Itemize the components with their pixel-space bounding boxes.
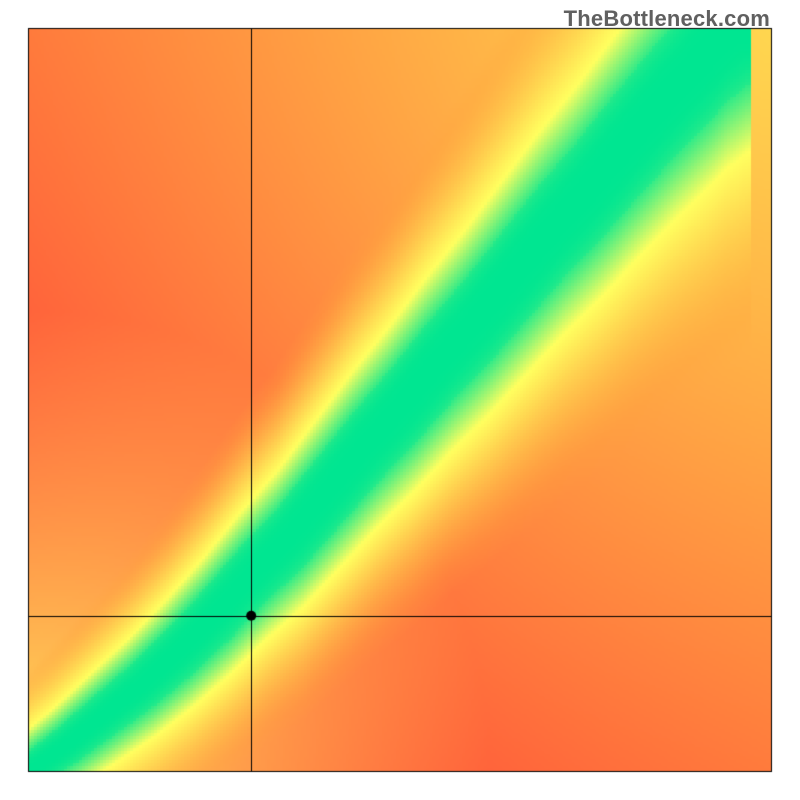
watermark-label: TheBottleneck.com (564, 6, 770, 32)
heatmap-canvas (0, 0, 800, 800)
chart-container: TheBottleneck.com (0, 0, 800, 800)
